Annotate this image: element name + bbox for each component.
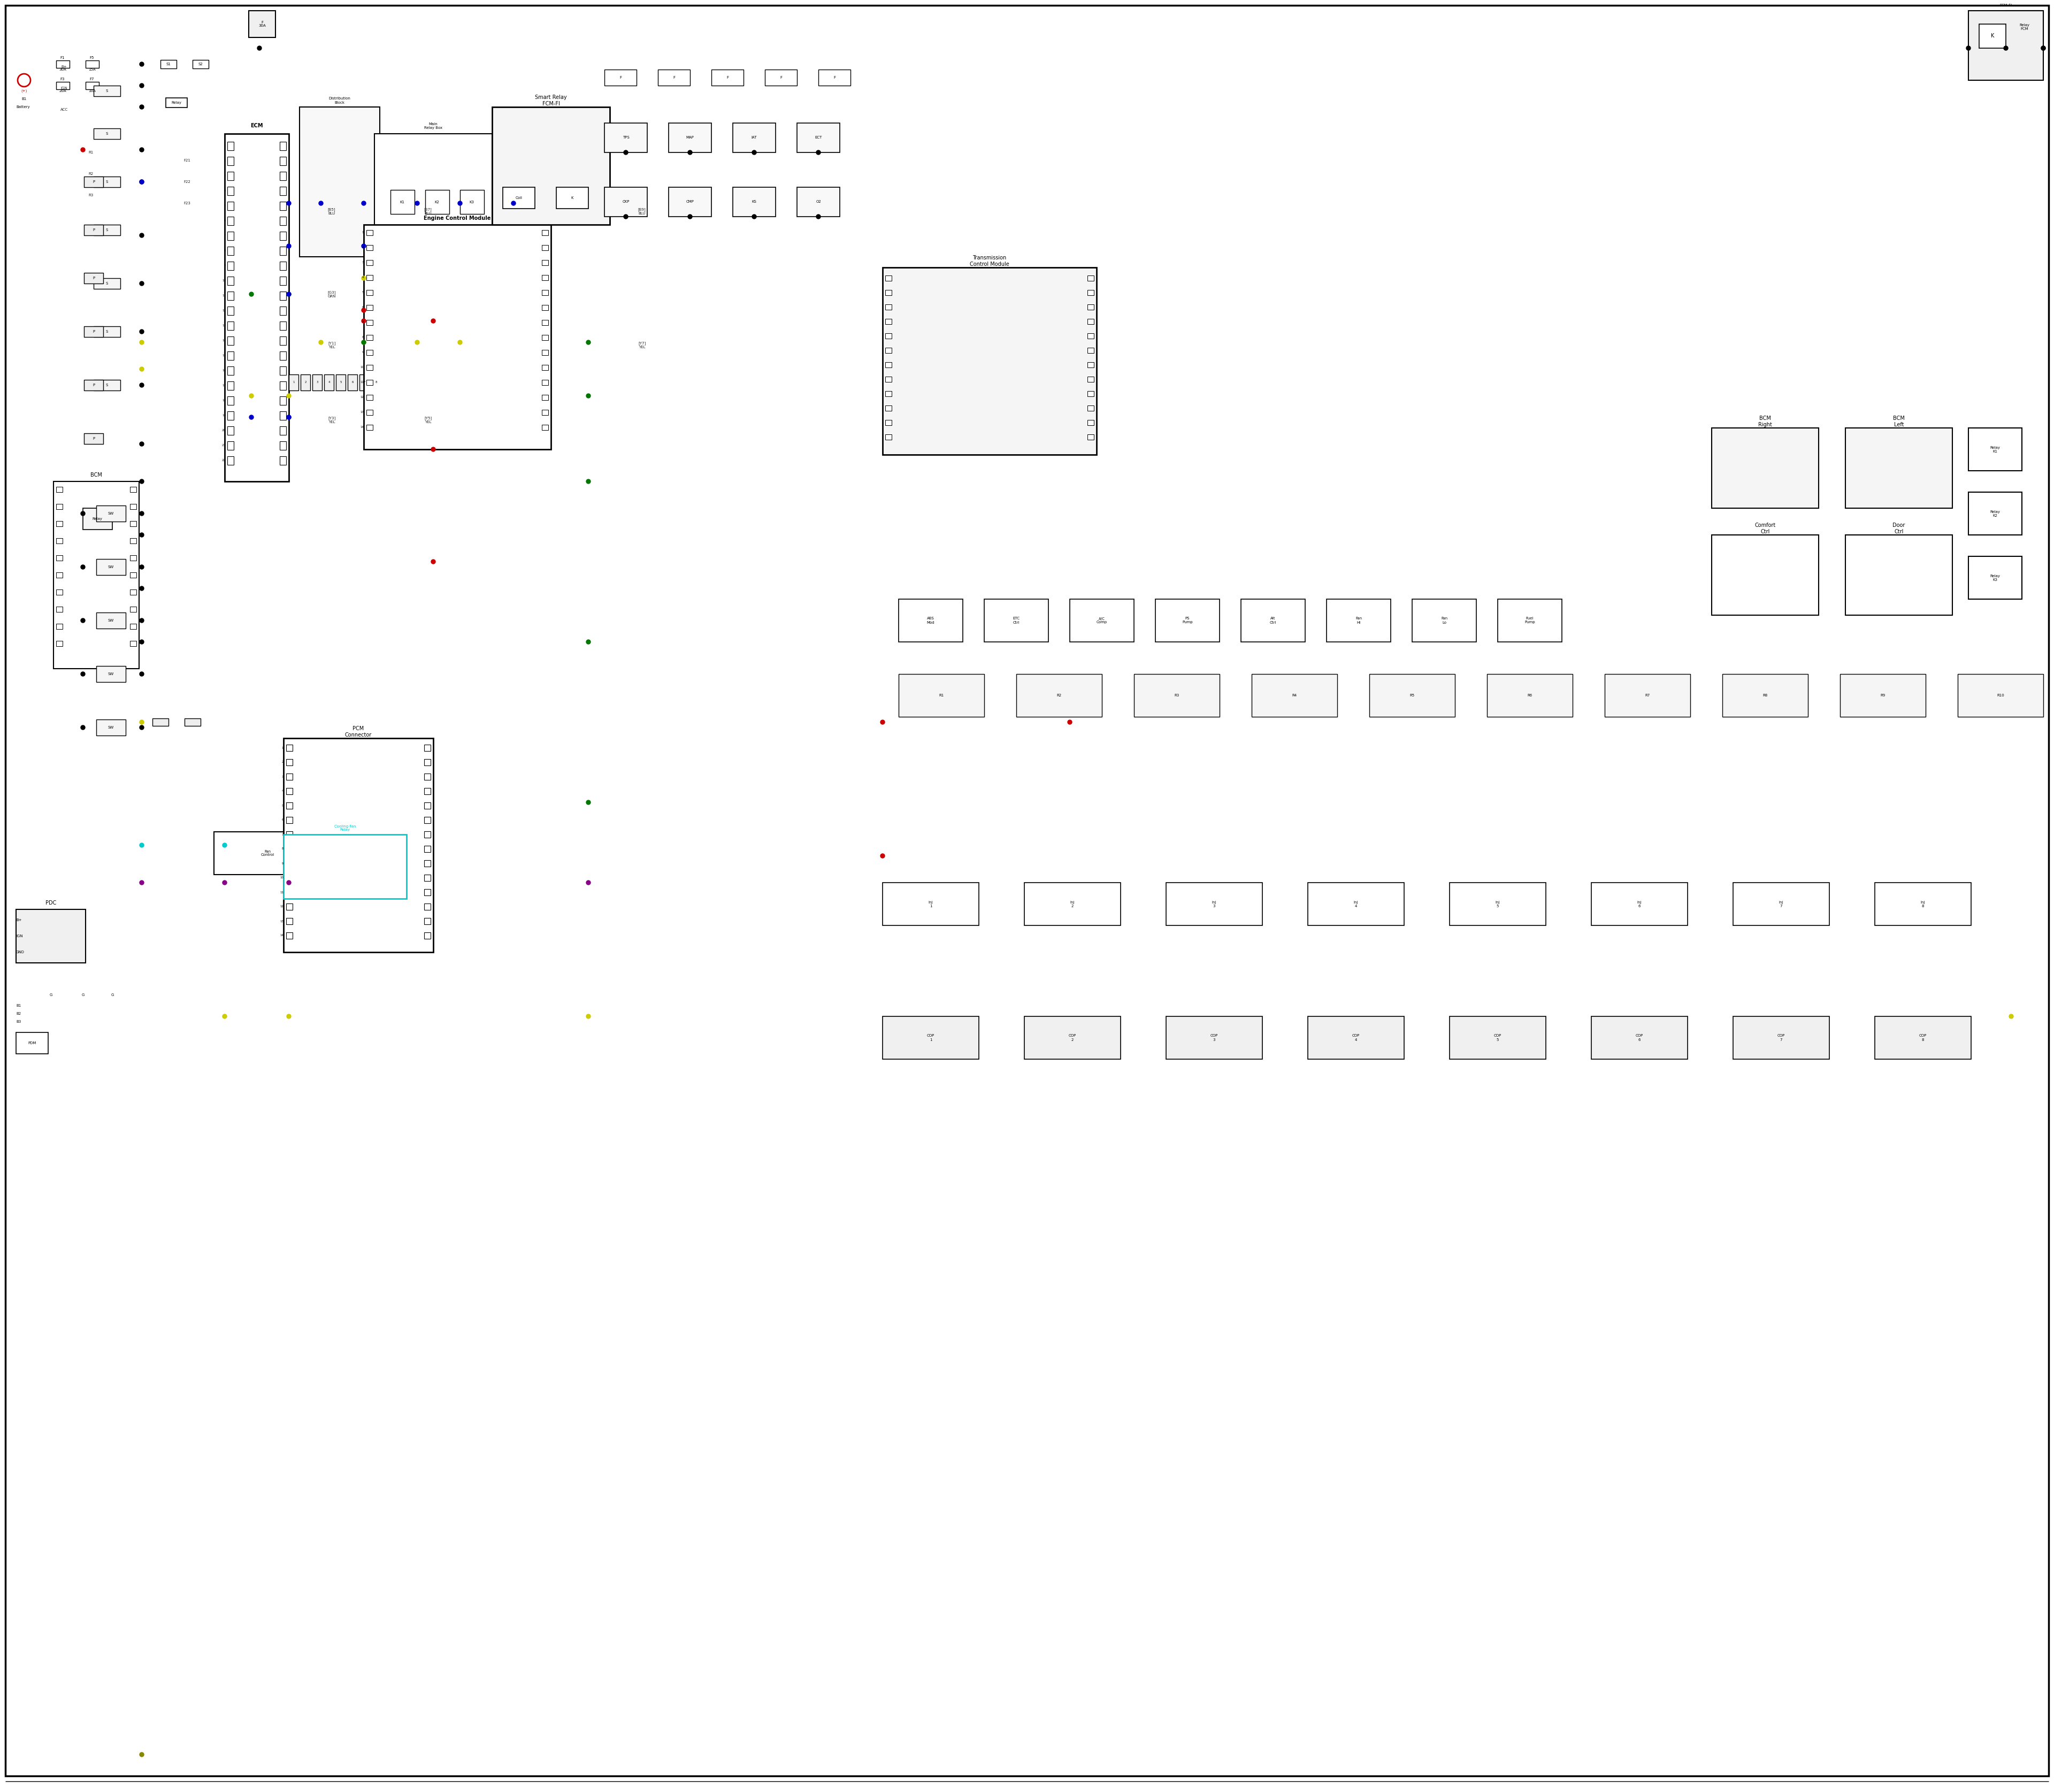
Bar [1734,883,1830,925]
Bar [366,425,374,430]
Circle shape [2042,47,2046,50]
Circle shape [249,416,253,419]
Bar [1450,883,1547,925]
Bar [1723,674,1808,717]
Bar [1025,883,1121,925]
Bar [55,504,62,509]
Bar [279,156,286,165]
Text: P: P [92,228,94,231]
Bar [129,538,136,543]
Bar [503,186,534,208]
Bar [425,788,431,794]
Bar [129,487,136,493]
Bar [1450,1016,1547,1059]
Text: TPS: TPS [622,136,629,140]
Text: [Y7]
YEL: [Y7] YEL [639,340,645,349]
Circle shape [140,179,144,185]
Text: F: F [674,75,676,79]
Bar [366,260,374,265]
Bar [55,624,62,629]
Text: ETC
Ctrl: ETC Ctrl [1013,616,1019,624]
Circle shape [249,394,253,398]
Text: BCM
Left: BCM Left [1894,416,1904,426]
Bar [286,803,292,808]
Text: Inj
5: Inj 5 [1495,901,1499,907]
Text: 11: 11 [359,382,364,383]
Bar [300,375,310,391]
Circle shape [288,880,292,885]
Text: F: F [781,75,783,79]
Circle shape [140,511,144,516]
Bar [604,70,637,86]
Bar [53,482,140,668]
Text: S: S [107,181,109,183]
Text: 21: 21 [222,444,226,446]
Bar [425,831,431,837]
Circle shape [585,640,592,643]
Circle shape [140,63,144,66]
Bar [279,292,286,299]
Bar [1241,599,1304,642]
Text: FCM-FI: FCM-FI [2001,4,2013,7]
Bar [366,366,374,371]
Circle shape [2042,47,2046,50]
Bar [1167,883,1263,925]
Bar [279,142,286,151]
Bar [129,590,136,595]
Circle shape [2005,47,2009,50]
Circle shape [140,618,144,622]
Text: Smart Relay
FCM-FI: Smart Relay FCM-FI [534,95,567,106]
Text: 10: 10 [359,366,364,369]
Bar [425,817,431,823]
Text: R10: R10 [1996,694,2005,697]
Text: BCM: BCM [90,473,103,478]
Text: P: P [92,276,94,280]
Text: R1: R1 [88,151,92,154]
Bar [228,321,234,330]
Circle shape [140,726,144,729]
Circle shape [458,201,462,206]
Bar [97,505,125,521]
Bar [366,305,374,310]
Text: 19: 19 [222,414,226,418]
Bar [55,556,62,561]
Bar [84,272,103,283]
Text: 10A: 10A [88,90,97,93]
Text: Transmission
Control Module: Transmission Control Module [969,254,1009,267]
Circle shape [431,559,435,564]
Bar [885,405,891,410]
Bar [885,419,891,425]
Circle shape [140,586,144,591]
Bar [55,590,62,595]
Bar [86,61,99,68]
Bar [55,61,70,68]
Bar [286,874,292,882]
Text: R4: R4 [1292,694,1296,697]
Circle shape [140,640,144,643]
Text: COP
6: COP 6 [1635,1034,1643,1041]
Bar [290,375,298,391]
Circle shape [752,215,756,219]
Bar [885,290,891,296]
Bar [542,260,548,265]
Bar [286,918,292,925]
Bar [374,134,493,267]
Text: K2: K2 [435,201,440,204]
Circle shape [585,478,592,484]
Bar [129,607,136,611]
Bar [885,434,891,439]
Bar [300,108,380,256]
Text: R6: R6 [1528,694,1532,697]
Bar [286,903,292,910]
Text: Inj
7: Inj 7 [1779,901,1783,907]
Text: 14: 14 [279,934,283,937]
Circle shape [288,292,292,296]
Bar [16,1032,47,1054]
Bar [228,262,234,271]
Bar [425,774,431,780]
Text: GND: GND [16,950,25,953]
Circle shape [815,151,820,154]
Bar [97,719,125,735]
Circle shape [688,215,692,219]
Bar [425,860,431,867]
